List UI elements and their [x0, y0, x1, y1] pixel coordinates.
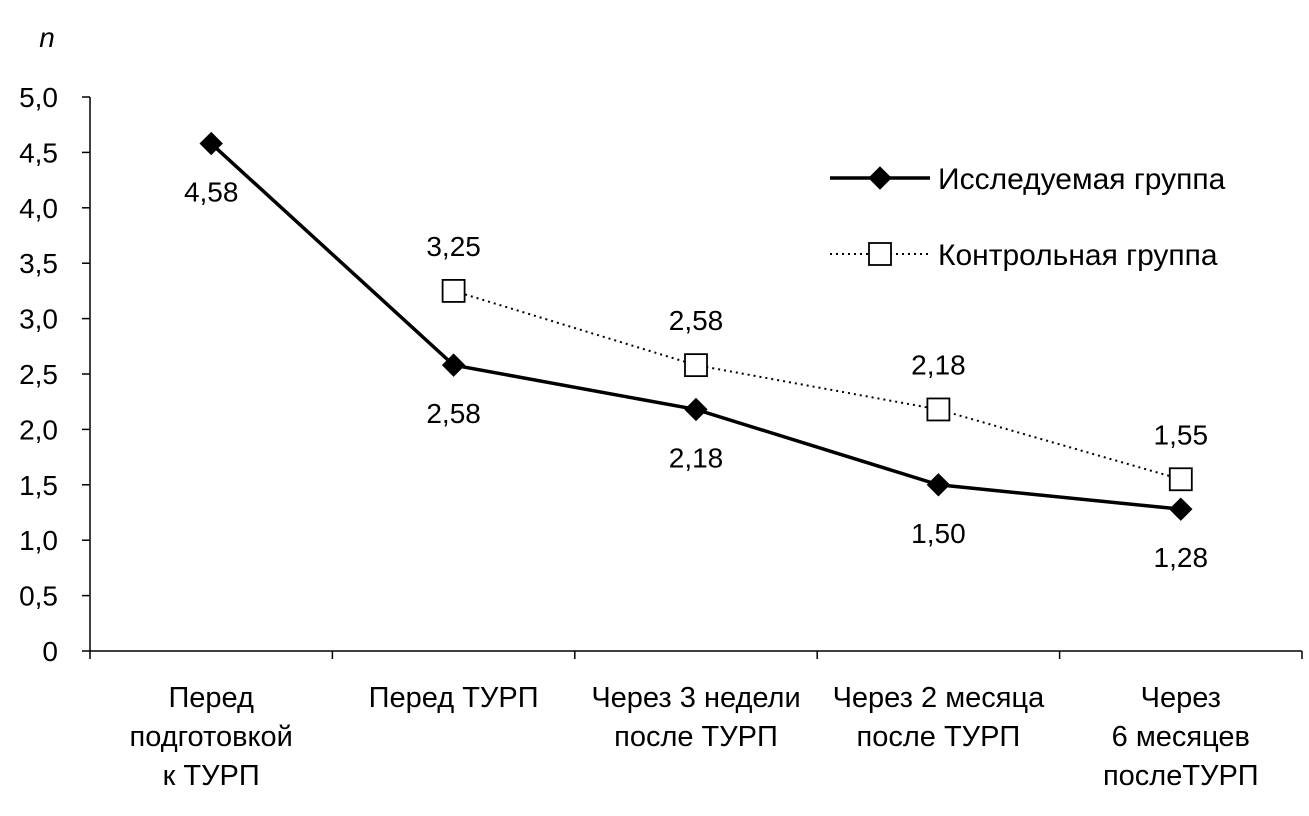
y-axis-title: n — [39, 22, 55, 53]
legend-control-label: Контрольная группа — [938, 239, 1218, 272]
control-group-point — [684, 353, 708, 378]
y-tick-label: 2,0 — [19, 414, 58, 445]
y-tick-label: 2,5 — [19, 359, 58, 390]
control-group-point — [1168, 467, 1193, 492]
legend-control-marker — [868, 242, 892, 266]
study-group-data-label: 2,18 — [669, 442, 724, 473]
y-tick-label: 1,0 — [19, 525, 58, 556]
y-tick-label: 4,0 — [19, 193, 58, 224]
x-category-label-line: 6 месяцев — [1112, 721, 1250, 753]
control-group-data-label: 3,25 — [426, 231, 481, 262]
x-category-label-line: Через — [1141, 682, 1221, 714]
x-category-label-line: Через 3 недели — [591, 682, 800, 714]
control-group-point — [926, 397, 951, 422]
x-category-label: Перед подготовкой к ТУРП — [130, 682, 293, 792]
legend: Исследуемая группа Контрольная группа — [830, 163, 1226, 272]
control-group-point — [441, 278, 466, 303]
x-category-label-line: подготовкой — [130, 721, 293, 753]
study-group-point — [926, 473, 951, 497]
y-tick-label: 0,5 — [19, 581, 58, 612]
x-category-label-line: после ТУРП — [614, 721, 778, 753]
x-category-label: Через 3 недели после ТУРП — [591, 682, 800, 753]
x-category-label-line: к ТУРП — [163, 760, 260, 792]
study-group-data-label: 1,28 — [1154, 542, 1209, 573]
y-tick-label: 1,5 — [19, 470, 58, 501]
series-layer — [199, 131, 1193, 521]
x-category-label-line: Через 2 месяца — [833, 682, 1045, 714]
y-tick-label: 5,0 — [19, 82, 58, 113]
study-group-data-label: 1,50 — [911, 518, 966, 549]
y-tick-label: 0 — [42, 636, 58, 667]
axes: 0 0,5 1,0 1,5 2,0 2,5 3,0 3,5 4,0 4,5 5,0 n Перед под… — [19, 22, 1303, 792]
x-category-label-line: послеТУРП — [1103, 760, 1259, 792]
x-category-label: Перед ТУРП — [369, 682, 539, 714]
control-group-data-label: 1,55 — [1154, 419, 1209, 450]
study-group-point — [1169, 497, 1193, 521]
data-labels-layer: 3,25 2,58 2,18 1,55 4,58 2,58 2,18 1,50 1,28 — [184, 177, 1208, 574]
x-category-label: Через 2 месяца после ТУРП — [833, 682, 1045, 753]
y-tick-label: 3,0 — [19, 304, 58, 335]
control-group-line — [453, 289, 1182, 481]
x-category-label-line: Перед — [168, 682, 254, 714]
x-category-label-line: после ТУРП — [857, 721, 1021, 753]
study-group-data-label: 2,58 — [426, 398, 481, 429]
control-group-data-label: 2,58 — [669, 305, 724, 336]
x-category-label-line: Перед ТУРП — [369, 682, 539, 714]
control-group-data-label: 2,18 — [911, 349, 966, 380]
study-group-point — [199, 131, 223, 156]
study-group-data-label: 4,58 — [184, 177, 239, 208]
legend-study-label: Исследуемая группа — [938, 163, 1226, 196]
legend-study-marker — [868, 166, 892, 190]
study-group-point — [684, 397, 708, 422]
y-tick-label: 4,5 — [19, 137, 58, 168]
study-group-point — [441, 353, 466, 377]
x-category-label: Через 6 месяцев послеТУРП — [1103, 682, 1259, 792]
y-tick-label: 3,5 — [19, 248, 58, 279]
